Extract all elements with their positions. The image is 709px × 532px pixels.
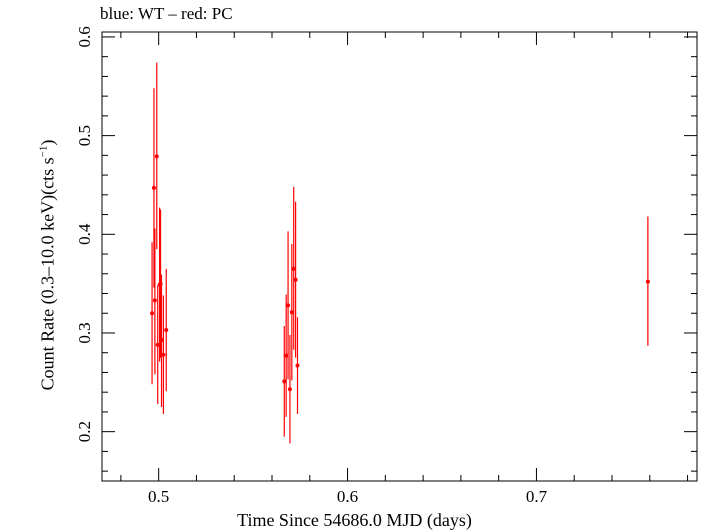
- y-tick-label: 0.3: [75, 322, 94, 343]
- data-point: [159, 337, 164, 342]
- y-axis-label-main: Count Rate (0.3–10.0 keV)(cts s: [37, 157, 58, 391]
- y-tick-label: 0.6: [75, 26, 94, 47]
- data-point: [286, 303, 291, 308]
- data-point: [154, 154, 159, 159]
- data-point: [645, 279, 650, 284]
- x-axis-label: Time Since 54686.0 MJD (days): [237, 510, 472, 530]
- data-point: [293, 277, 298, 282]
- y-axis-label-exponent: −1: [37, 145, 50, 158]
- data-point: [282, 379, 287, 384]
- y-tick-label: 0.2: [75, 421, 94, 442]
- x-tick-label: 0.7: [526, 487, 548, 506]
- data-points: [150, 62, 650, 444]
- data-point: [152, 298, 157, 303]
- data-point: [295, 363, 300, 368]
- x-tick-label: 0.5: [148, 487, 169, 506]
- y-tick-label: 0.4: [75, 223, 94, 245]
- y-axis-label: Count Rate (0.3–10.0 keV)(cts s−1): [38, 140, 59, 391]
- data-point: [151, 185, 156, 190]
- data-point: [164, 328, 169, 333]
- data-point: [287, 387, 292, 392]
- x-tick-label: 0.6: [337, 487, 358, 506]
- y-tick-label: 0.5: [75, 125, 94, 146]
- data-point: [155, 342, 160, 347]
- y-axis-label-close: ): [37, 139, 58, 146]
- plot-frame: [101, 31, 698, 482]
- tick-labels: 0.5 0.6 0.7 0.2 0.3 0.4 0.5 0.6: [75, 26, 548, 506]
- chart-title: blue: WT – red: PC: [100, 4, 233, 23]
- data-point: [150, 311, 155, 316]
- data-point: [289, 310, 294, 315]
- data-point: [161, 352, 166, 357]
- data-point: [284, 353, 289, 358]
- data-point: [291, 266, 296, 271]
- axis-ticks: [102, 32, 697, 481]
